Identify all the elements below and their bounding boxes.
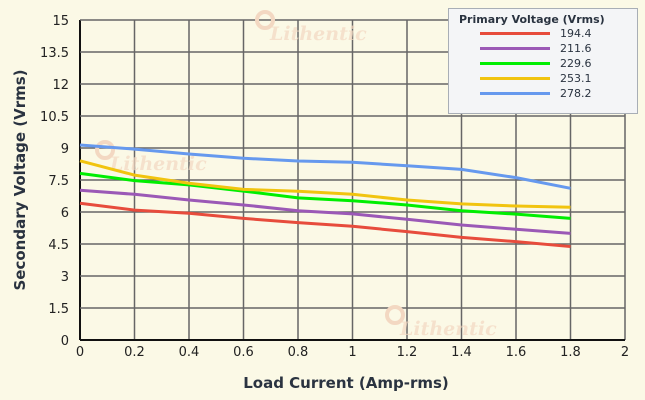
watermark-logo-icon — [95, 140, 115, 160]
series-line-194.4 — [79, 201, 571, 249]
y-tick-label: 9 — [61, 142, 69, 157]
y-tick-label: 15 — [52, 14, 69, 29]
watermark-text: Lithentic — [109, 153, 207, 175]
x-tick-label: 0.2 — [124, 345, 145, 360]
y-tick-label: 0 — [61, 334, 69, 349]
legend-swatch — [480, 92, 550, 95]
y-tick-label: 10.5 — [40, 110, 69, 125]
legend-item: 211.6 — [480, 41, 637, 56]
y-tick-label: 1.5 — [48, 302, 69, 317]
watermark-text: Lithentic — [399, 318, 497, 340]
series-line-211.6 — [79, 188, 571, 235]
y-axis-label: Secondary Voltage (Vrms) — [11, 69, 29, 290]
x-axis-label: Load Current (Amp-rms) — [243, 374, 449, 392]
legend-title: Primary Voltage (Vrms) — [459, 13, 605, 26]
x-tick-label: 1 — [348, 345, 356, 360]
x-tick-label: 1.6 — [506, 345, 527, 360]
legend-item: 229.6 — [480, 56, 637, 71]
legend-swatch — [480, 62, 550, 65]
y-tick-label: 4.5 — [48, 238, 69, 253]
series-line-253.1 — [79, 159, 571, 209]
y-tick-label: 6 — [61, 206, 69, 221]
y-tick-label: 12 — [52, 78, 69, 93]
x-tick-label: 0.6 — [233, 345, 254, 360]
watermark-text: Lithentic — [269, 23, 367, 45]
legend-label: 194.4 — [560, 27, 592, 40]
legend-label: 253.1 — [560, 72, 592, 85]
watermark-logo-icon — [255, 10, 275, 30]
legend: Primary Voltage (Vrms) 194.4 211.6 229.6 25… — [448, 8, 638, 114]
x-tick-label: 1.4 — [451, 345, 472, 360]
legend-label: 211.6 — [560, 42, 592, 55]
x-tick-label: 2 — [621, 345, 629, 360]
y-tick-label: 13.5 — [40, 46, 69, 61]
x-tick-label: 0.4 — [179, 345, 200, 360]
y-tick-label: 7.5 — [48, 174, 69, 189]
x-tick-label: 1.2 — [397, 345, 418, 360]
x-tick-label: 0 — [76, 345, 84, 360]
y-tick-label: 3 — [61, 270, 69, 285]
series-line-278.2 — [79, 143, 571, 190]
x-tick-label: 0.8 — [288, 345, 309, 360]
legend-label: 229.6 — [560, 57, 592, 70]
legend-label: 278.2 — [560, 87, 592, 100]
legend-swatch — [480, 77, 550, 80]
legend-item: 278.2 — [480, 86, 637, 101]
x-tick-label: 1.8 — [560, 345, 581, 360]
legend-swatch — [480, 47, 550, 50]
watermark-logo-icon — [385, 305, 405, 325]
legend-swatch — [480, 32, 550, 35]
legend-item: 253.1 — [480, 71, 637, 86]
legend-item: 194.4 — [480, 26, 637, 41]
series-line-229.6 — [79, 171, 571, 220]
